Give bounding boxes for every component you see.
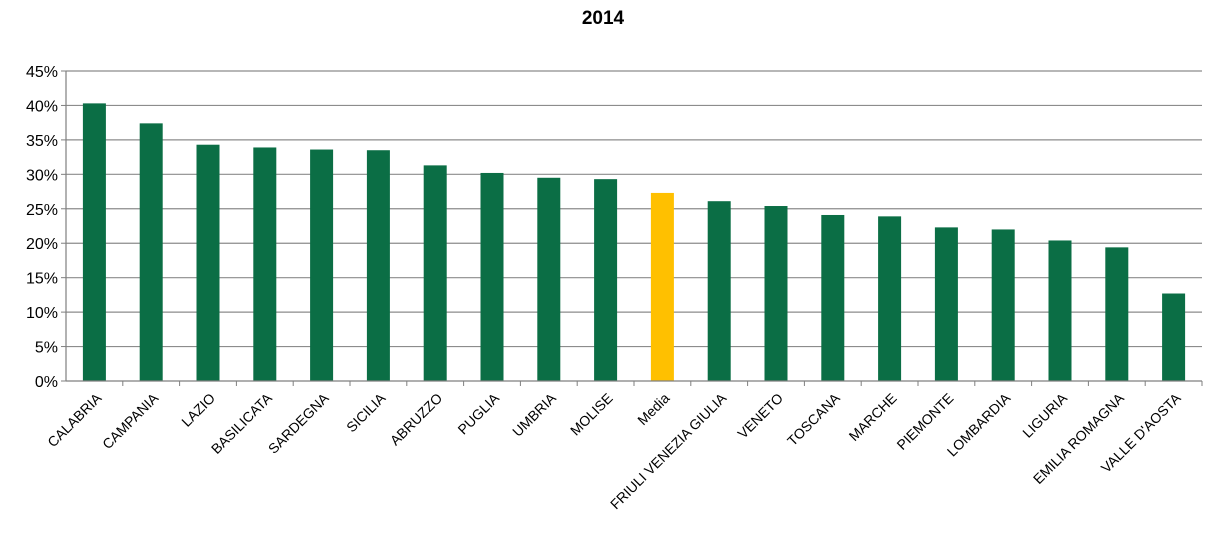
y-tick-label: 15% xyxy=(26,271,58,288)
axes xyxy=(65,71,1202,382)
bars xyxy=(82,103,1186,381)
bar xyxy=(423,165,447,381)
bar xyxy=(1162,293,1186,381)
x-tick-label: CALABRIA xyxy=(44,389,105,450)
bar xyxy=(764,206,788,381)
bar xyxy=(253,147,277,381)
y-axis-ticks: 0% 5% 10% 15% 20% 25% 30% 35% 40% 45% xyxy=(26,64,66,391)
y-tick-label: 45% xyxy=(26,64,58,81)
x-tick-label: MOLISE xyxy=(567,390,616,439)
bar xyxy=(821,214,845,381)
x-tick-label: PUGLIA xyxy=(454,389,502,437)
x-tick-label: FRIULI VENEZIA GIULIA xyxy=(607,389,730,512)
bar xyxy=(707,201,731,381)
bar xyxy=(537,177,561,381)
y-tick-label: 40% xyxy=(26,98,58,115)
y-tick-label: 35% xyxy=(26,133,58,150)
bar xyxy=(196,144,220,381)
bar xyxy=(991,229,1015,381)
x-tick-label: Media xyxy=(634,390,672,428)
x-tick-label: SICILIA xyxy=(343,389,389,435)
x-tick-label: UMBRIA xyxy=(509,389,559,439)
x-tick-label: SARDEGNA xyxy=(265,389,332,456)
y-tick-label: 5% xyxy=(35,340,58,357)
bar xyxy=(650,192,674,381)
bar xyxy=(480,172,504,381)
x-tick-label: LAZIO xyxy=(178,390,218,430)
x-tick-label: VENETO xyxy=(734,390,786,442)
bar xyxy=(82,103,106,381)
x-tick-label: LIGURIA xyxy=(1019,389,1070,440)
y-tick-label: 30% xyxy=(26,167,58,184)
y-tick-label: 10% xyxy=(26,305,58,322)
bar xyxy=(1048,240,1072,381)
bar xyxy=(310,149,334,381)
bar xyxy=(139,123,163,381)
y-tick-label: 0% xyxy=(35,374,58,391)
x-tick-label: ABRUZZO xyxy=(387,390,446,449)
y-tick-label: 25% xyxy=(26,202,58,219)
x-tick-label: CAMPANIA xyxy=(99,389,162,452)
gridlines xyxy=(66,70,1202,348)
bar xyxy=(878,216,902,381)
bar xyxy=(934,227,958,381)
x-tick-label: MARCHE xyxy=(846,390,900,444)
bar xyxy=(366,150,390,381)
chart-title: 2014 xyxy=(581,8,625,29)
bar xyxy=(1105,247,1129,381)
x-tick-label: TOSCANA xyxy=(784,389,843,448)
bar xyxy=(594,179,618,381)
y-tick-label: 20% xyxy=(26,236,58,253)
